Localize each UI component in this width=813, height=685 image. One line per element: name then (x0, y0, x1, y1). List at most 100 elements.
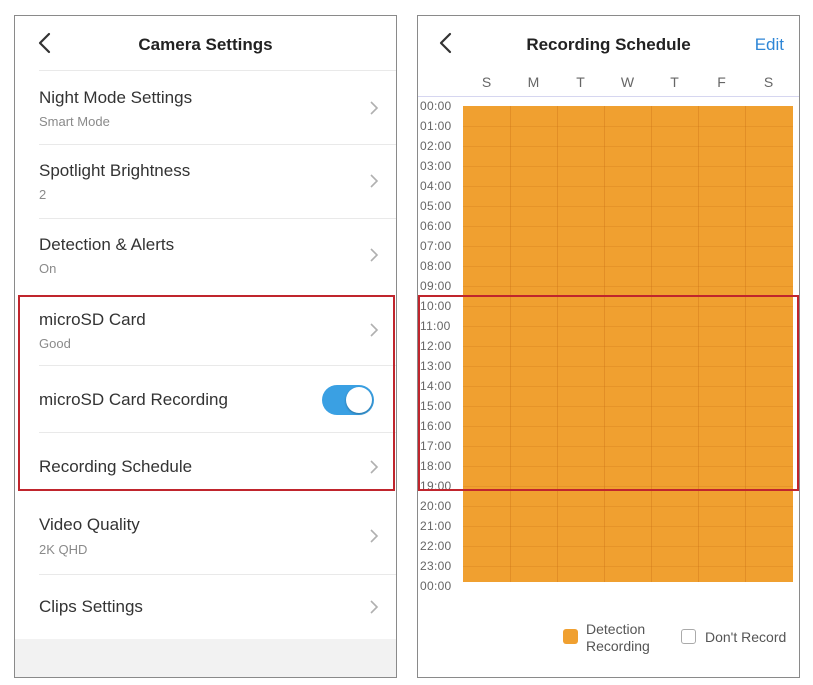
chevron-right-icon (370, 529, 379, 543)
settings-item-microsd-card[interactable]: microSD Card Good (15, 296, 396, 365)
item-label: Clips Settings (39, 597, 143, 616)
hour-label: 09:00 (420, 279, 452, 293)
hour-label: 14:00 (420, 379, 452, 393)
hour-label: 10:00 (420, 299, 452, 313)
settings-item-night-mode[interactable]: Night Mode Settings Smart Mode (15, 71, 396, 144)
grid-line (463, 566, 793, 567)
detection-recording-swatch (563, 629, 578, 644)
hour-label: 15:00 (420, 399, 452, 413)
grid-line (463, 226, 793, 227)
header: Recording Schedule Edit (418, 16, 799, 71)
chevron-right-icon (370, 600, 379, 614)
grid-line (463, 126, 793, 127)
page-title: Camera Settings (138, 35, 273, 54)
grid-line (557, 106, 558, 582)
day-label: T (670, 74, 679, 90)
grid-line (463, 246, 793, 247)
grid-line (651, 106, 652, 582)
settings-item-recording-schedule[interactable]: Recording Schedule (15, 433, 396, 491)
grid-line (463, 266, 793, 267)
chevron-left-icon (439, 32, 452, 54)
grid-line (463, 286, 793, 287)
item-label: Spotlight Brightness (39, 161, 191, 180)
grid-line (463, 426, 793, 427)
grid-line (463, 466, 793, 467)
hour-label: 00:00 (420, 579, 452, 593)
settings-item-spotlight-brightness[interactable]: Spotlight Brightness 2 (15, 145, 396, 218)
item-label: microSD Card Recording (39, 390, 228, 409)
hour-label: 22:00 (420, 539, 452, 553)
divider (39, 144, 396, 145)
grid-line (463, 526, 793, 527)
grid-line (463, 186, 793, 187)
weekday-header: S M T W T F S (463, 74, 793, 94)
header: Camera Settings (15, 16, 396, 71)
divider (39, 218, 396, 219)
hour-label: 02:00 (420, 139, 452, 153)
hour-label: 07:00 (420, 239, 452, 253)
settings-item-microsd-recording: microSD Card Recording (15, 366, 396, 432)
hour-label: 20:00 (420, 499, 452, 513)
hour-label: 21:00 (420, 519, 452, 533)
page-title: Recording Schedule (526, 35, 691, 54)
grid-line (745, 106, 746, 582)
hour-label: 01:00 (420, 119, 452, 133)
chevron-right-icon (370, 174, 379, 188)
grid-line (463, 146, 793, 147)
hour-label: 23:00 (420, 559, 452, 573)
grid-line (698, 106, 699, 582)
chevron-right-icon (370, 248, 379, 262)
grid-line (463, 346, 793, 347)
grid-line (463, 386, 793, 387)
item-value: 2K QHD (39, 542, 88, 557)
day-label: M (527, 74, 540, 90)
schedule-grid[interactable] (463, 106, 793, 582)
legend-detection-line1: Detection (586, 621, 646, 637)
day-label: T (576, 74, 585, 90)
grid-line (463, 306, 793, 307)
divider (39, 432, 396, 433)
hour-label: 08:00 (420, 259, 452, 273)
hour-label: 13:00 (420, 359, 452, 373)
legend-detection-line2: Recording (586, 638, 650, 654)
item-value: On (39, 261, 57, 276)
microsd-recording-toggle[interactable] (322, 385, 374, 415)
item-value: Good (39, 336, 71, 351)
hour-label: 00:00 (420, 99, 452, 113)
grid-line (463, 506, 793, 507)
divider (39, 365, 396, 366)
hour-label: 03:00 (420, 159, 452, 173)
day-label: S (481, 74, 492, 90)
hour-label: 17:00 (420, 439, 452, 453)
item-label: Detection & Alerts (39, 235, 175, 254)
hour-label: 11:00 (420, 319, 451, 333)
dont-record-swatch (681, 629, 696, 644)
chevron-right-icon (370, 460, 379, 474)
grid-line (510, 106, 511, 582)
back-button[interactable] (33, 28, 59, 58)
chevron-left-icon (38, 32, 51, 54)
hour-label: 19:00 (420, 479, 452, 493)
section-separator (15, 639, 396, 677)
item-label: Recording Schedule (39, 457, 193, 476)
edit-button[interactable]: Edit (754, 35, 784, 54)
item-value: Smart Mode (39, 114, 110, 129)
back-button[interactable] (434, 28, 460, 58)
item-label: Video Quality (39, 515, 140, 534)
settings-item-video-quality[interactable]: Video Quality 2K QHD (15, 498, 396, 574)
settings-item-clips-settings[interactable]: Clips Settings (15, 575, 396, 639)
settings-item-detection-alerts[interactable]: Detection & Alerts On (15, 219, 396, 292)
grid-line (463, 486, 793, 487)
chevron-right-icon (370, 323, 379, 337)
toggle-knob (346, 387, 372, 413)
grid-line (463, 206, 793, 207)
hour-label: 05:00 (420, 199, 452, 213)
grid-line (463, 326, 793, 327)
camera-settings-panel: Camera Settings Night Mode Settings Smar… (14, 15, 397, 678)
legend-detection: Detection Recording (586, 621, 650, 655)
grid-line (604, 106, 605, 582)
grid-line (463, 546, 793, 547)
hour-label: 18:00 (420, 459, 452, 473)
grid-line (463, 166, 793, 167)
hour-label: 12:00 (420, 339, 452, 353)
